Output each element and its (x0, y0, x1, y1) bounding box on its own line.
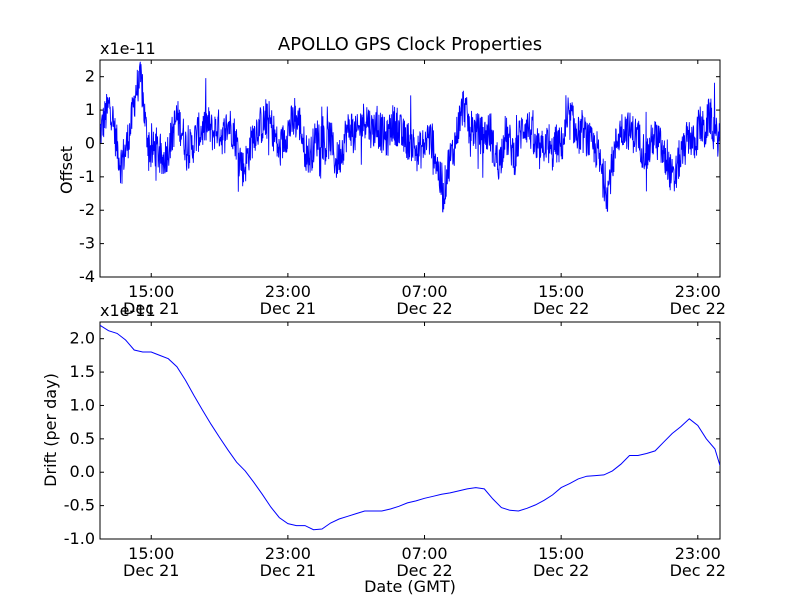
drift-x-tick-label-date: Dec 21 (123, 561, 179, 580)
drift-y-tick-label: -1.0 (64, 529, 95, 548)
drift-y-tick-label: 0.0 (70, 462, 95, 481)
offset-x-tick-label-date: Dec 22 (670, 299, 726, 318)
offset-x-tick-label-date: Dec 21 (123, 299, 179, 318)
drift-x-tick-label-time: 23:00 (675, 544, 721, 563)
offset-y-axis-label: Offset (57, 146, 76, 194)
drift-axes-frame (99, 321, 721, 540)
drift-y-tick-label: 0.5 (70, 429, 95, 448)
drift-x-tick-label-date: Dec 22 (396, 561, 452, 580)
drift-x-tick-label-date: Dec 21 (260, 561, 316, 580)
offset-x-tick-label-date: Dec 22 (533, 299, 589, 318)
offset-y-tick-label: -3 (79, 234, 95, 253)
drift-y-tick-label: 1.5 (70, 362, 95, 381)
drift-x-tick-label-time: 15:00 (128, 544, 174, 563)
offset-x-tick-label-date: Dec 22 (396, 299, 452, 318)
offset-x-tick-label-time: 07:00 (401, 282, 447, 301)
offset-series-line (100, 61, 720, 213)
drift-y-tick-label: 1.0 (70, 395, 95, 414)
offset-x-tick-label-date: Dec 21 (260, 299, 316, 318)
drift-y-tick-label: 2.0 (70, 329, 95, 348)
drift-y-axis-label: Drift (per day) (41, 373, 60, 487)
offset-x-tick-label-time: 23:00 (675, 282, 721, 301)
offset-x-tick-label-time: 15:00 (538, 282, 584, 301)
drift-x-tick-label-date: Dec 22 (533, 561, 589, 580)
drift-x-tick-label-time: 07:00 (401, 544, 447, 563)
offset-y-tick-label: -2 (79, 200, 95, 219)
offset-scale-label: x1e-11 (100, 39, 156, 58)
drift-x-tick-label-time: 23:00 (265, 544, 311, 563)
chart-title: APOLLO GPS Clock Properties (278, 34, 542, 55)
offset-x-tick-label-time: 15:00 (128, 282, 174, 301)
drift-x-tick-label-time: 15:00 (538, 544, 584, 563)
drift-x-tick-label-date: Dec 22 (670, 561, 726, 580)
drift-scale-label: x1e-11 (100, 301, 156, 320)
offset-y-tick-label: -4 (79, 267, 95, 286)
offset-x-tick-label-time: 23:00 (265, 282, 311, 301)
offset-y-tick-label: 2 (85, 67, 95, 86)
offset-y-tick-label: -1 (79, 167, 95, 186)
drift-x-axis-label: Date (GMT) (364, 577, 456, 596)
drift-panel: x1e-11 Drift (per day) Date (GMT) -1.0 -0… (41, 301, 726, 596)
offset-y-tick-label: 1 (85, 100, 95, 119)
drift-series-line (100, 324, 720, 531)
offset-y-tick-label: 0 (85, 133, 95, 152)
offset-axes-frame (99, 59, 721, 278)
drift-y-tick-label: -0.5 (64, 496, 95, 515)
